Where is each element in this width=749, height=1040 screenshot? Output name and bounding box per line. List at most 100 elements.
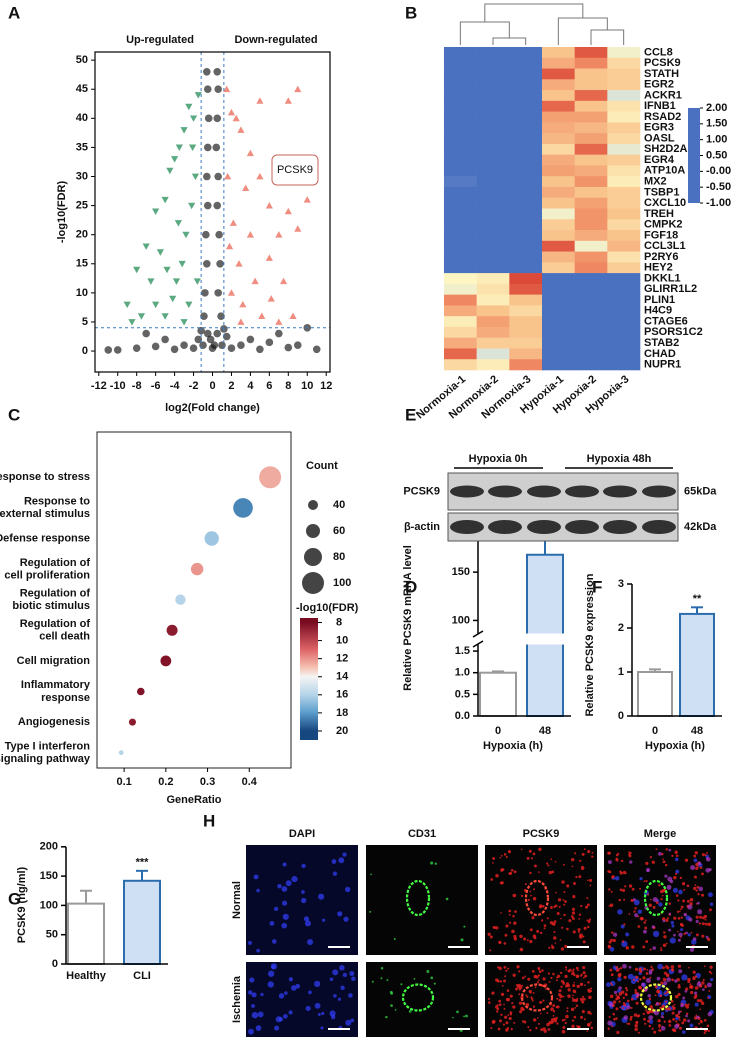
category-label: Cell migration — [17, 655, 91, 667]
signal — [584, 1018, 586, 1020]
signal — [572, 895, 575, 898]
signal — [566, 928, 569, 931]
y-axis-label: Relative PCSK9 mRNA level — [402, 545, 414, 691]
heat-cell — [444, 176, 477, 187]
signal — [518, 970, 520, 972]
signal — [555, 861, 557, 863]
heat-cell — [509, 295, 542, 306]
signal — [710, 978, 713, 981]
signal — [503, 966, 506, 969]
signal — [523, 1020, 526, 1023]
heat-cell — [542, 359, 575, 370]
signal — [576, 1025, 578, 1027]
heat-cell — [542, 101, 575, 112]
signal — [701, 894, 704, 897]
signal — [557, 975, 560, 978]
x-tick-label: 48 — [691, 725, 703, 737]
text-line: cell death — [39, 631, 90, 643]
signal — [585, 906, 588, 909]
heat-cell — [509, 273, 542, 284]
signal — [628, 1023, 630, 1025]
heat-cell — [575, 155, 608, 166]
signal — [289, 977, 293, 981]
heat-cell — [542, 176, 575, 187]
heat-cell — [477, 327, 510, 338]
signal — [542, 977, 545, 980]
bar — [638, 672, 672, 716]
signal — [572, 908, 575, 911]
heat-cell — [509, 176, 542, 187]
heat-cell — [444, 58, 477, 69]
signal — [609, 871, 612, 874]
signal — [677, 899, 679, 901]
signal — [582, 996, 584, 998]
signal — [541, 969, 544, 972]
signal — [696, 920, 699, 923]
signal — [689, 1023, 693, 1027]
signal — [675, 995, 679, 999]
signal — [559, 906, 561, 908]
signal — [272, 939, 277, 944]
signal — [307, 939, 313, 945]
signal — [656, 848, 658, 850]
signal — [634, 907, 636, 909]
signal — [705, 919, 707, 921]
signal — [658, 852, 662, 856]
signal — [705, 868, 710, 873]
signal — [648, 1015, 653, 1020]
signal — [566, 1010, 568, 1012]
signal — [338, 998, 341, 1001]
colorbar-tick-label: 14 — [336, 671, 349, 683]
signal — [620, 967, 622, 969]
signal — [628, 853, 630, 855]
signal — [688, 918, 692, 922]
signal — [555, 892, 557, 894]
signal — [612, 875, 615, 878]
signal — [611, 931, 613, 933]
panel-letter: A — [8, 3, 20, 22]
signal — [522, 1008, 525, 1011]
signal — [571, 858, 574, 861]
signal — [552, 922, 555, 925]
signal — [673, 876, 676, 879]
signal — [556, 979, 558, 981]
signal — [291, 876, 297, 882]
signal — [551, 1009, 553, 1011]
heat-cell — [542, 316, 575, 327]
signal — [254, 874, 259, 879]
heat-cell — [477, 219, 510, 230]
signal — [499, 1003, 502, 1006]
blot-band — [488, 520, 522, 534]
signal — [661, 1012, 664, 1015]
signal — [629, 913, 631, 915]
signal — [672, 1012, 675, 1015]
colorbar-tick-label: 10 — [336, 634, 348, 646]
signal — [639, 877, 642, 880]
signal — [676, 894, 679, 897]
signal — [529, 872, 531, 874]
y-tick-label: 0.5 — [455, 688, 470, 700]
y-tick-label: 10 — [76, 287, 88, 299]
text-line: Type I interferon — [5, 740, 91, 752]
heat-cell — [542, 241, 575, 252]
signal — [274, 1026, 279, 1031]
signal — [490, 1027, 492, 1029]
signal — [623, 976, 626, 979]
signal — [700, 923, 702, 925]
signal — [572, 866, 574, 868]
heat-cell — [477, 348, 510, 359]
signal — [576, 1005, 578, 1007]
signal — [587, 989, 590, 992]
heat-cell — [477, 273, 510, 284]
signal — [578, 1025, 581, 1028]
y-tick-label: 100 — [40, 899, 58, 911]
signal — [659, 1027, 661, 1029]
axis-break — [470, 634, 573, 645]
heat-cell — [575, 90, 608, 101]
signal — [513, 894, 517, 898]
signal — [544, 924, 547, 927]
y-axis-label: Relative PCSK9 expression — [584, 573, 596, 716]
bar — [124, 881, 160, 964]
blot-band — [488, 486, 522, 498]
signal — [579, 860, 581, 862]
